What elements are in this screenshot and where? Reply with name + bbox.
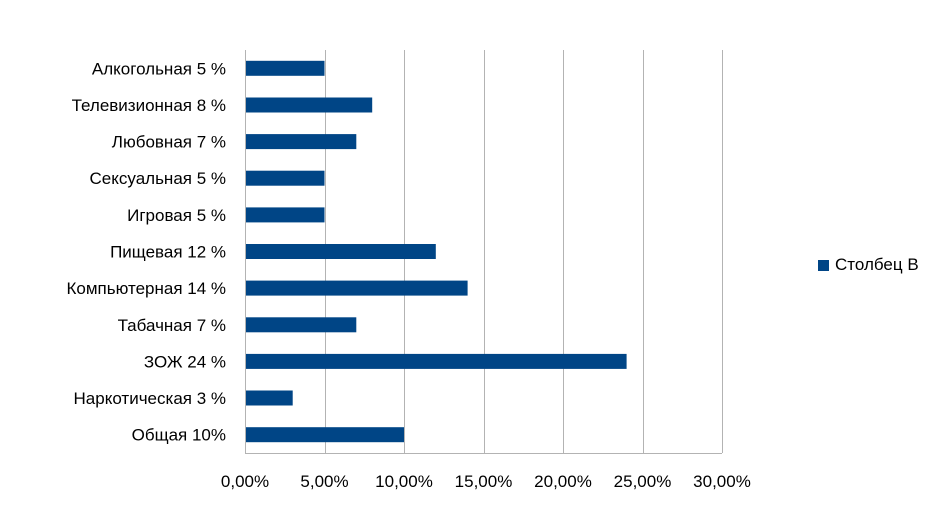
bar [246,427,404,443]
bars [246,60,627,443]
bar [246,60,325,76]
bar [246,244,436,259]
bar [246,97,373,113]
category-label: Общая 10% [132,426,226,445]
axis [245,50,722,454]
category-label: Пищевая 12 % [110,243,226,262]
legend-swatch [818,259,829,271]
legend: Столбец B [818,255,919,275]
bar [246,280,468,296]
x-tick-label: 10,00% [375,472,433,491]
x-tick-label: 20,00% [534,472,592,491]
grid-lines [325,50,723,453]
category-label: Игровая 5 % [127,206,226,225]
x-tick-label: 25,00% [614,472,672,491]
category-label: Телевизионная 8 % [72,96,226,115]
category-label: Алкогольная 5 % [92,59,226,78]
bar [246,390,293,406]
x-tick-labels: 0,00% 5,00% 10,00% 15,00% 20,00% 25,00% 30,00% [221,472,751,491]
category-label: Любовная 7 % [112,133,226,152]
legend-label: Столбец B [835,255,919,274]
x-tick-label: 15,00% [455,472,513,491]
bar [246,317,357,333]
x-tick-label: 5,00% [300,472,348,491]
category-label: Компьютерная 14 % [66,279,226,298]
bar [246,353,627,369]
bar [246,207,325,223]
category-label: Табачная 7 % [118,316,226,335]
category-labels: Алкогольная 5 % Телевизионная 8 % Любовная… [66,59,226,444]
x-tick-label: 30,00% [693,472,751,491]
category-label: Наркотическая 3 % [74,389,226,408]
bar [246,134,357,150]
category-label: ЗОЖ 24 % [144,352,226,371]
bar [246,170,325,186]
category-label: Сексуальная 5 % [90,169,226,188]
x-tick-label: 0,00% [221,472,269,491]
